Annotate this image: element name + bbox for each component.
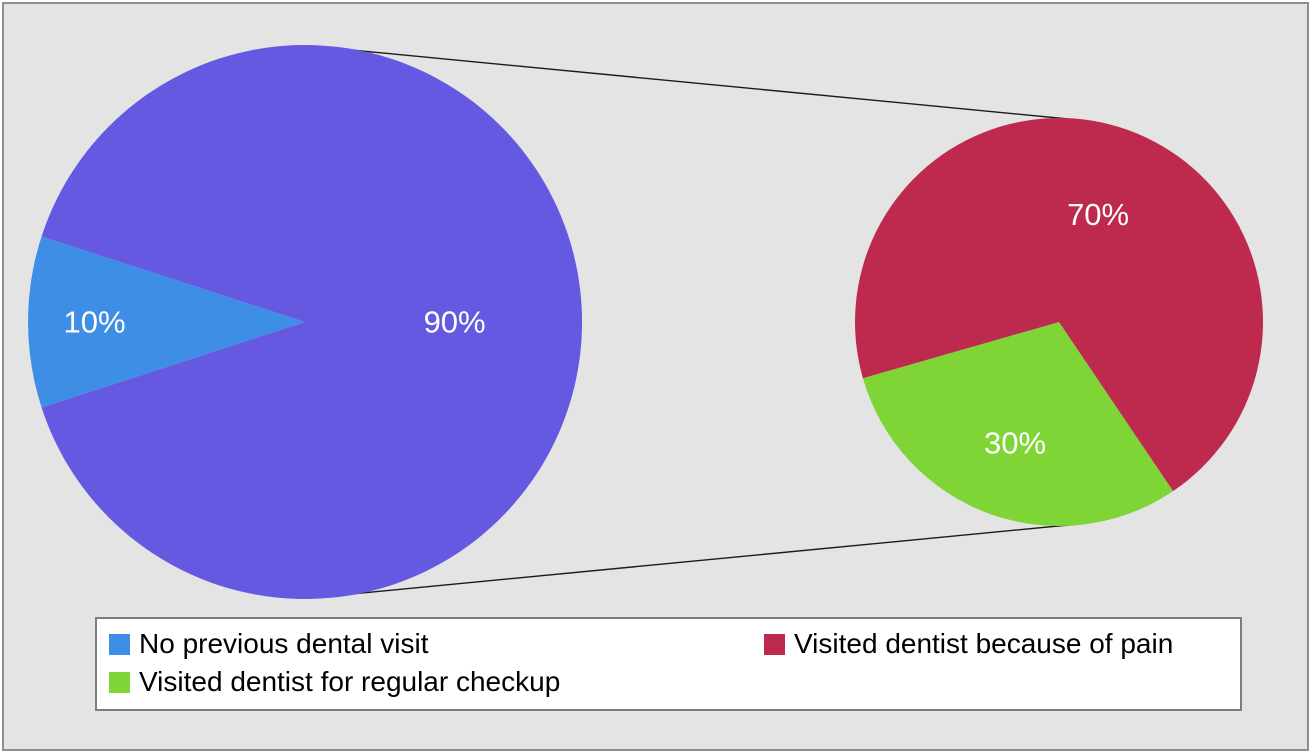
legend-item-visited-because-of-pain: Visited dentist because of pain bbox=[764, 625, 1228, 663]
legend-label-visited-because-of-pain: Visited dentist because of pain bbox=[794, 628, 1174, 659]
legend-item-no-previous-dental-visit: No previous dental visit bbox=[109, 625, 764, 663]
pie-slice-10pct bbox=[28, 236, 305, 408]
legend-swatch-green bbox=[109, 671, 130, 693]
slice-label-10pct: 10% bbox=[63, 305, 125, 340]
swatch-rect bbox=[109, 633, 130, 655]
pie-slice-90pct bbox=[41, 45, 583, 599]
pie-slice-70pct bbox=[855, 117, 1264, 492]
swatch-rect bbox=[764, 633, 785, 655]
swatch-rect bbox=[109, 671, 130, 693]
main-pie: 10% 90% bbox=[28, 45, 583, 599]
legend-swatch-crimson bbox=[764, 633, 785, 655]
legend-label-visited-for-regular-checkup: Visited dentist for regular checkup bbox=[139, 666, 561, 697]
slice-label-30pct: 30% bbox=[984, 425, 1046, 460]
slice-label-90pct: 90% bbox=[424, 305, 486, 340]
slice-label-70pct: 70% bbox=[1067, 197, 1129, 232]
secondary-pie: 30% 70% bbox=[855, 117, 1264, 526]
connector-lines bbox=[309, 45, 1080, 599]
legend-swatch-blue bbox=[109, 633, 130, 655]
legend-item-visited-for-regular-checkup: Visited dentist for regular checkup bbox=[109, 663, 764, 701]
pie-slice-30pct bbox=[862, 322, 1174, 526]
legend-label-no-previous-dental-visit: No previous dental visit bbox=[139, 628, 429, 659]
connector-line-bottom bbox=[309, 523, 1080, 599]
legend: No previous dental visit Visited dentist… bbox=[95, 617, 1242, 711]
connector-line-top bbox=[309, 45, 1080, 121]
